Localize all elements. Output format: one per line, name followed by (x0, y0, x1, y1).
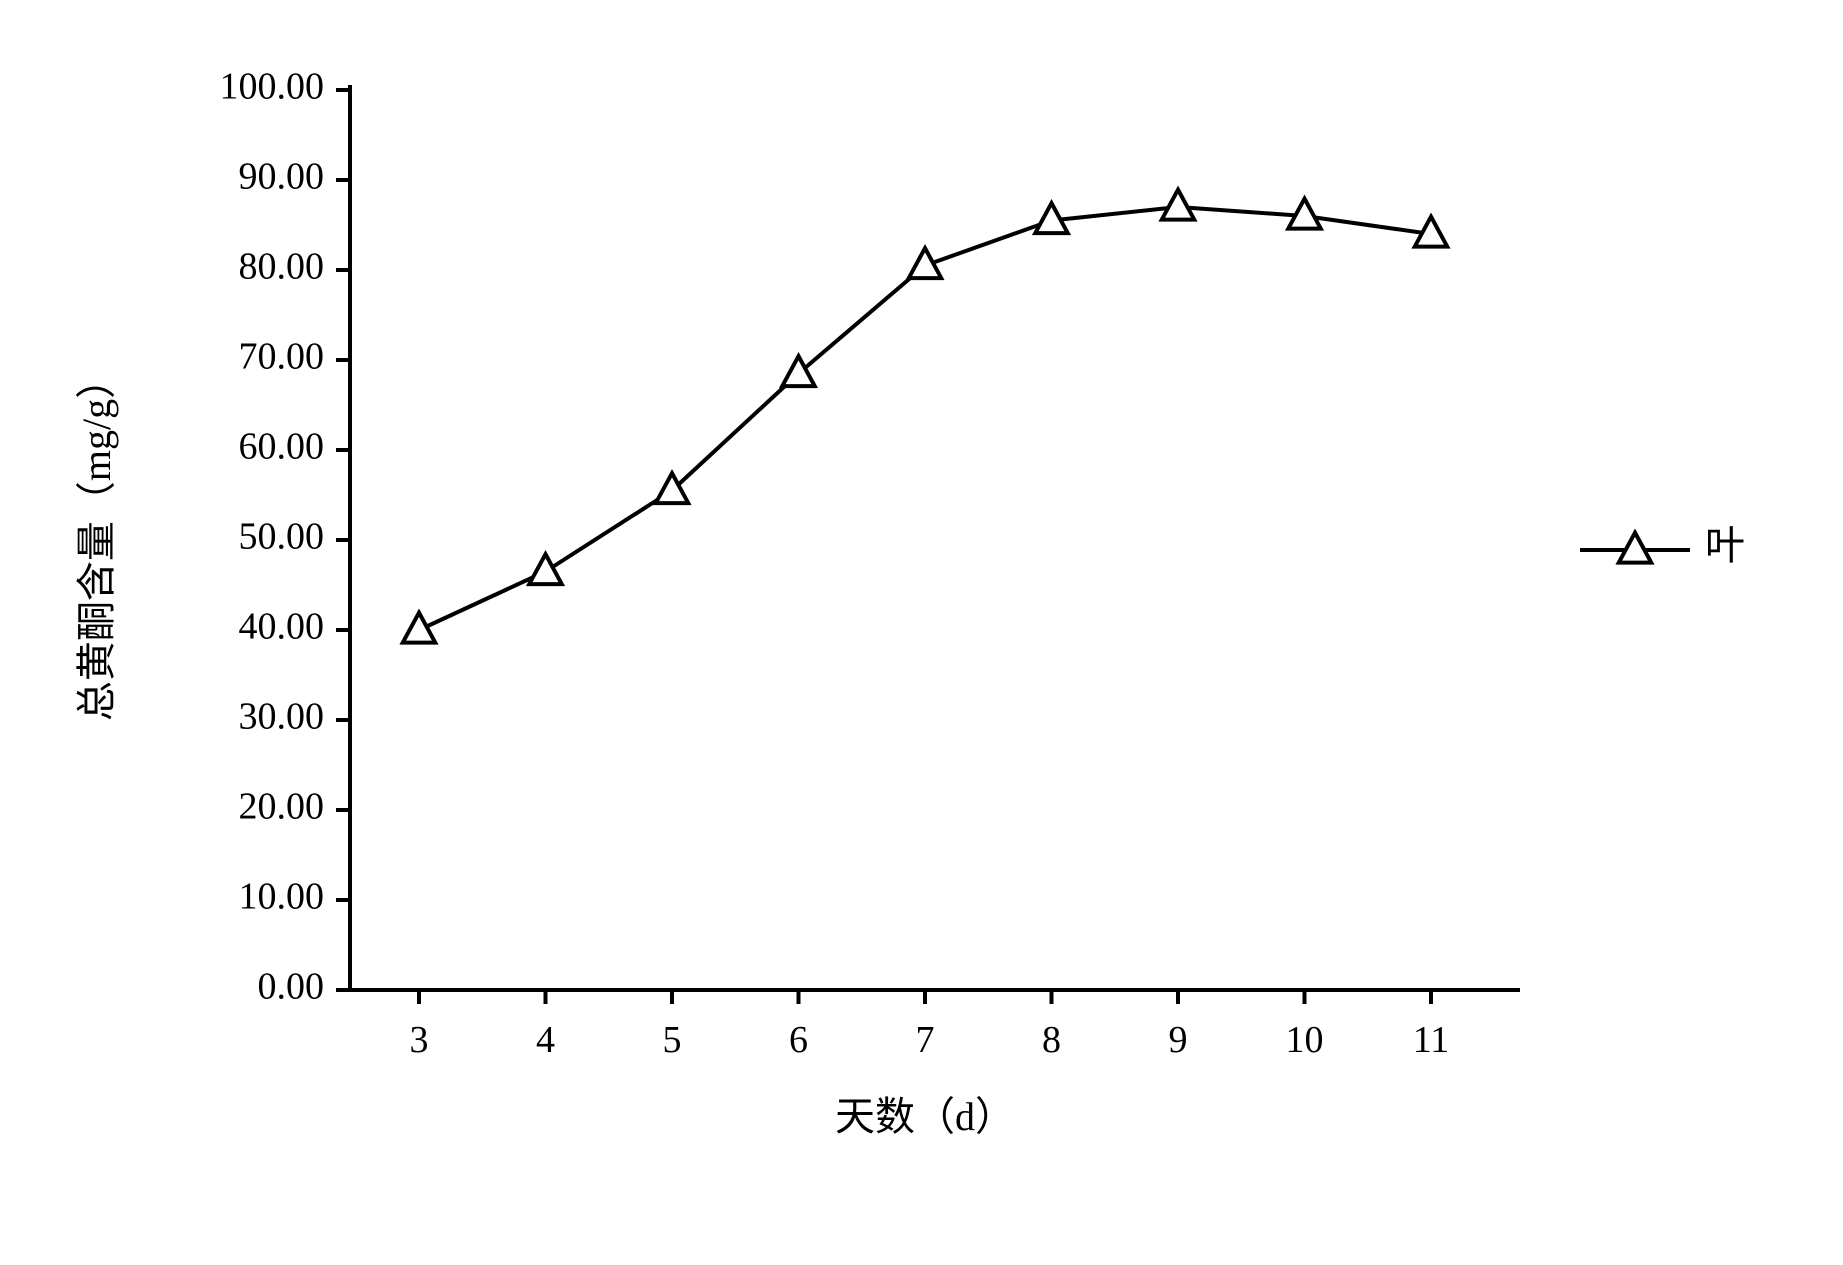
y-axis-label: 总黄酮含量（mg/g） (74, 359, 119, 721)
x-tick-label: 6 (789, 1019, 808, 1061)
legend-label: 叶 (1705, 523, 1745, 568)
series-marker (403, 613, 435, 643)
x-tick-label: 8 (1042, 1019, 1061, 1061)
series-marker (529, 554, 561, 584)
x-tick-label: 3 (410, 1019, 429, 1061)
x-tick-label: 4 (536, 1019, 555, 1061)
legend-marker-icon (1619, 533, 1651, 563)
y-tick-label: 90.00 (239, 156, 325, 198)
x-tick-label: 11 (1413, 1019, 1450, 1061)
x-tick-label: 10 (1286, 1019, 1324, 1061)
y-tick-label: 20.00 (239, 786, 325, 828)
series-marker (1162, 190, 1194, 220)
x-axis-label: 天数（d） (835, 1094, 1015, 1139)
line-chart: 0.00 10.00 20.00 30.00 40.00 50.00 60.00 70.00 8… (0, 0, 1843, 1265)
y-tick-label: 50.00 (239, 516, 325, 558)
x-tick-label: 5 (663, 1019, 682, 1061)
y-tick-label: 60.00 (239, 426, 325, 468)
y-tick-label: 40.00 (239, 606, 325, 648)
x-tick-label: 9 (1169, 1019, 1188, 1061)
series-marker (782, 356, 814, 386)
x-tick-label: 7 (916, 1019, 935, 1061)
y-tick-label: 0.00 (258, 966, 325, 1008)
y-tick-label: 30.00 (239, 696, 325, 738)
y-tick-label: 10.00 (239, 876, 325, 918)
y-tick-label: 100.00 (220, 66, 325, 108)
y-tick-label: 80.00 (239, 246, 325, 288)
y-tick-label: 70.00 (239, 336, 325, 378)
